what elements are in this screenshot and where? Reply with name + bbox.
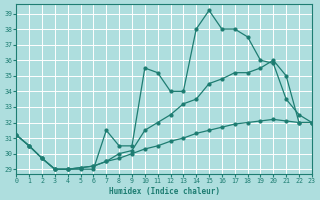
X-axis label: Humidex (Indice chaleur): Humidex (Indice chaleur) [108,187,220,196]
